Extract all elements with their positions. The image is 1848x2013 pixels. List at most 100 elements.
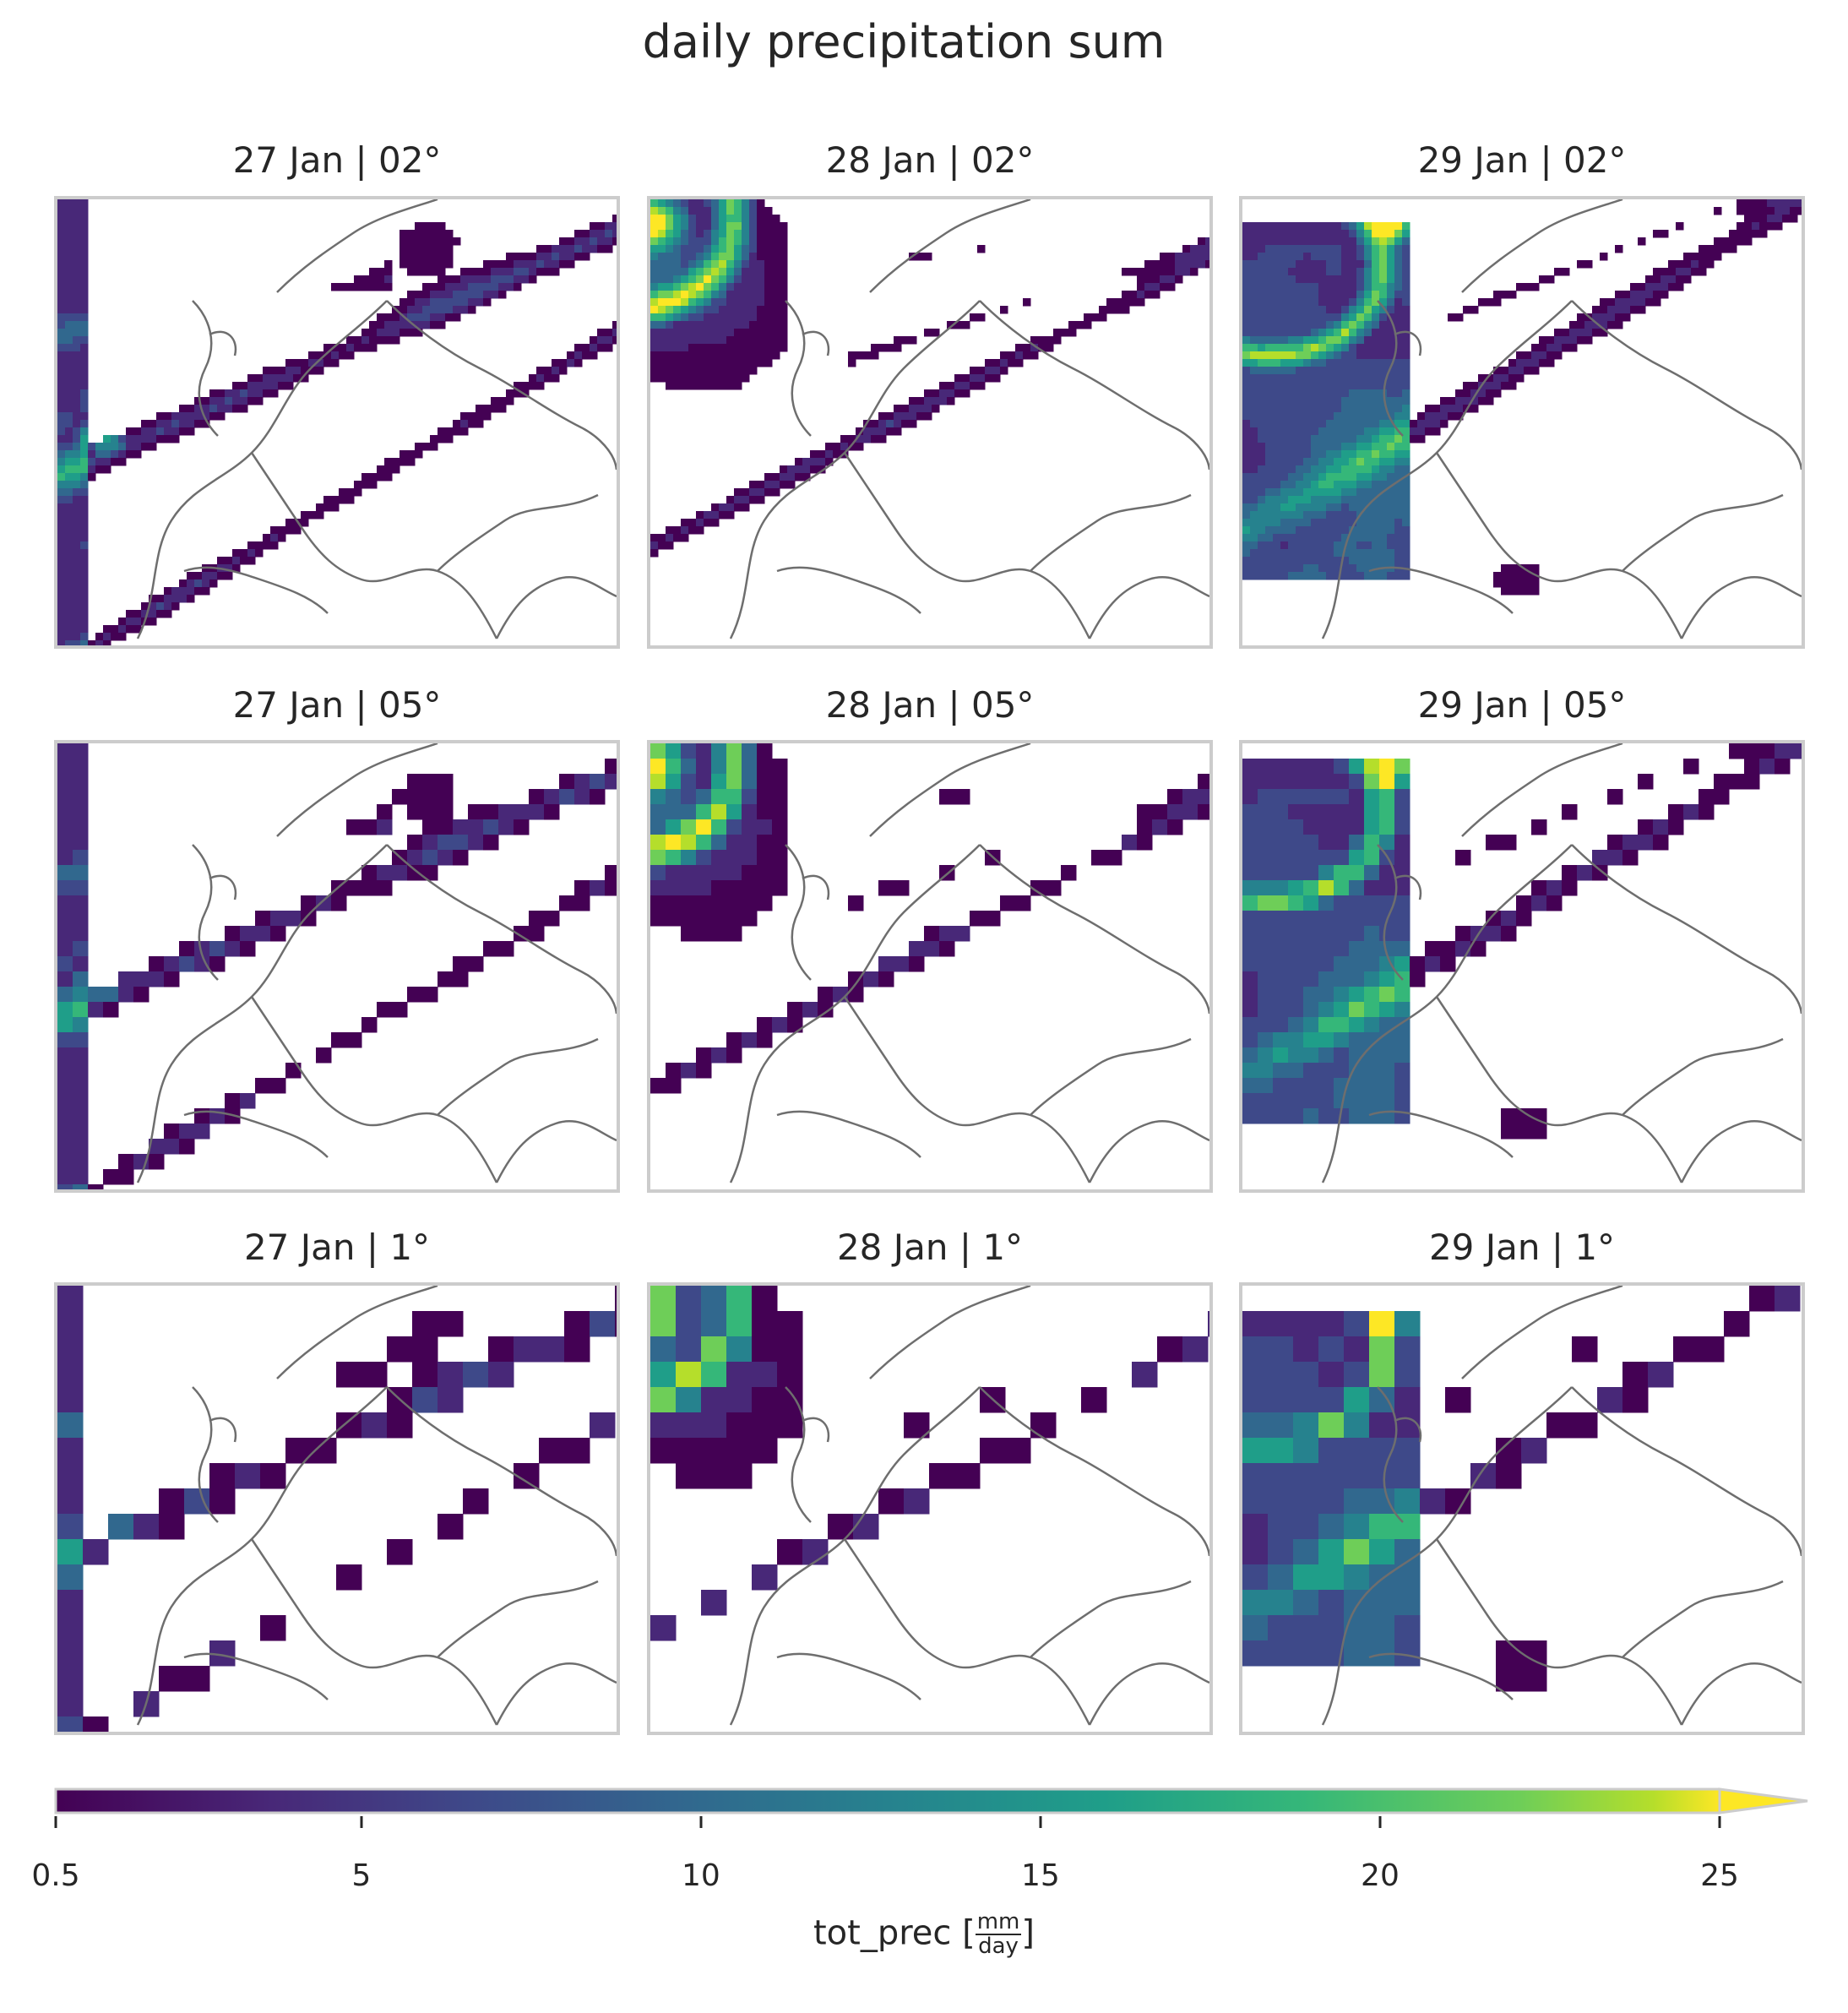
coastline [437,1580,599,1658]
coastline [1377,300,1404,437]
precip-field [650,199,1209,558]
coastline [250,1538,498,1726]
coastline [1377,844,1404,981]
panel-title-8: 28 Jan | 1° [836,1227,1024,1268]
coastline [437,493,599,572]
colorbar-tick-label: 0.5 [31,1858,80,1893]
coastline [192,844,219,981]
coastline [1680,1120,1802,1183]
coastlines [1321,1286,1802,1726]
coastline [250,996,498,1183]
precip-map [1242,743,1802,1183]
coastlines [729,743,1209,1183]
colorbar-tick-label: 25 [1700,1858,1739,1893]
coastline [869,199,1031,293]
coastline [843,452,1091,639]
precip-field [1242,199,1802,596]
colorbar-label-suffix: ] [1021,1913,1035,1953]
map-panel-28jan-02 [647,196,1213,649]
coastline [776,1652,921,1700]
coastline [1088,576,1209,639]
coastline [1377,1386,1404,1523]
map-panel-27jan-05 [54,740,620,1193]
coastline [1368,1110,1514,1158]
coastline [1571,844,1802,1015]
coastline [192,300,219,437]
colorbar-tick-label: 10 [681,1858,720,1893]
coastline [979,300,1209,471]
coastline [1571,1386,1802,1557]
coastline [1622,493,1784,572]
colorbar-tick-label: 15 [1021,1858,1060,1893]
colorbar-label-unit-num: mm [975,1909,1022,1936]
coastlines [1321,743,1802,1183]
precip-map [1242,1286,1802,1726]
coastline [1680,576,1802,639]
map-panel-27jan-1 [54,1282,620,1735]
map-panel-29jan-1 [1239,1282,1805,1735]
coastline [843,996,1091,1183]
colorbar-label-unit-den: day [978,1934,1019,1960]
coastline [802,330,830,356]
precip-field [57,743,617,1189]
colorbar-extend-arrow [1718,1787,1808,1814]
precip-map [57,743,617,1189]
colorbar-label-prefix: tot_prec [ [813,1913,976,1953]
colorbar [54,1787,1811,1838]
panel-title-7: 27 Jan | 1° [243,1227,431,1268]
coastline [843,1538,1091,1726]
colorbar-label: tot_prec [mm day] [0,1909,1848,1960]
coastline [276,743,438,837]
coastline [869,1286,1031,1379]
coastline [209,330,237,356]
coastlines [136,743,617,1183]
precip-map [57,1286,617,1732]
precip-field [650,743,1209,1094]
coastlines [729,1286,1209,1726]
coastline [276,1286,438,1379]
coastline [802,1417,830,1443]
colorbar-tick-label: 5 [351,1858,372,1893]
precip-map [650,1286,1209,1726]
coastline [386,1386,617,1557]
coastline [869,743,1031,837]
coastlines [136,199,617,639]
coastline [1435,1538,1683,1726]
precip-map [57,199,617,645]
panel-title-9: 29 Jan | 1° [1428,1227,1616,1268]
panel-title-6: 29 Jan | 05° [1417,684,1627,726]
coastline [1571,300,1802,471]
coastline [1030,493,1192,572]
map-panel-29jan-05 [1239,740,1805,1193]
coastline [785,300,812,437]
coastline [1435,452,1683,639]
coastline [1394,874,1422,900]
colorbar-tick [360,1816,363,1828]
coastline [495,1120,617,1183]
panel-title-5: 28 Jan | 05° [825,684,1035,726]
colorbar-tick [1718,1816,1721,1828]
map-panel-29jan-02 [1239,196,1805,649]
coastline [1030,1037,1192,1116]
colorbar-body [54,1787,1721,1814]
precip-field [57,199,617,645]
coastline [1394,330,1422,356]
coastline [183,1652,329,1700]
panel-title-2: 28 Jan | 02° [825,139,1035,181]
precip-field [1242,1286,1801,1692]
coastline [1088,1662,1209,1726]
coastline [1394,1417,1422,1443]
colorbar-tick [54,1816,57,1828]
coastline [1461,743,1623,837]
coastline [1368,1652,1514,1700]
coastline [1461,199,1623,293]
coastline [437,1037,599,1116]
colorbar-tick-label: 20 [1361,1858,1400,1893]
coastline [785,1386,812,1523]
coastline [1088,1120,1209,1183]
coastline [1622,1037,1784,1116]
map-panel-28jan-1 [647,1282,1213,1735]
precip-field [650,1286,1209,1641]
coastline [250,452,498,639]
coastline [386,844,617,1015]
